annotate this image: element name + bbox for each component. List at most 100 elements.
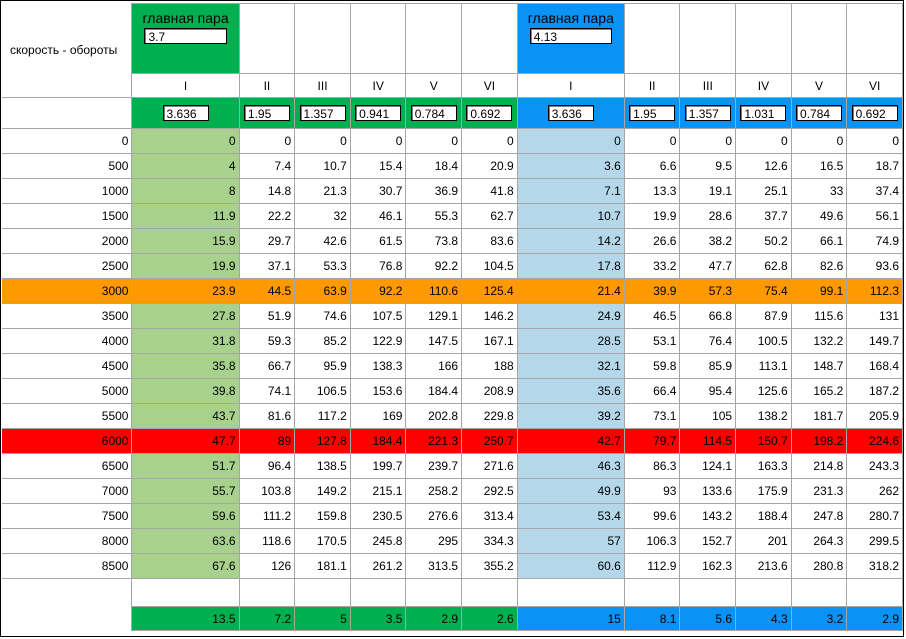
empty-cell	[349, 578, 407, 607]
gear-ratio-input[interactable]: 0.784	[410, 105, 457, 121]
gear-ratio-input[interactable]: 1.031	[740, 105, 787, 121]
rpm-cell: 8000	[2, 528, 133, 554]
final-drive-input[interactable]: 4.13	[529, 28, 612, 44]
main-pair-title: главная пара	[142, 10, 229, 26]
speed-cell: 81.6	[238, 403, 296, 429]
speed-cell: 106.3	[623, 528, 681, 554]
empty-header-cell	[405, 3, 463, 74]
gear-ratio-input[interactable]: 1.95	[629, 105, 676, 121]
empty-cell	[679, 578, 737, 607]
gear-ratio-input[interactable]: 1.95	[243, 105, 290, 121]
speed-cell: 59.3	[238, 328, 296, 354]
speed-cell: 63.6	[131, 528, 240, 554]
speed-cell: 0	[679, 128, 737, 154]
speed-cell: 17.8	[516, 253, 625, 279]
rpm-cell: 4500	[2, 353, 133, 379]
speed-cell: 18.4	[405, 153, 463, 179]
speed-cell: 292.5	[461, 478, 518, 504]
speed-cell: 0	[516, 128, 625, 154]
speed-cell: 27.8	[131, 303, 240, 329]
speed-cell: 231.3	[790, 478, 848, 504]
speed-cell: 26.6	[623, 228, 681, 254]
speed-cell: 199.7	[349, 453, 407, 479]
speed-cell: 184.4	[349, 428, 407, 454]
speed-cell: 92.2	[405, 253, 463, 279]
gear-ratio-input[interactable]: 1.357	[299, 105, 346, 121]
speed-cell: 295	[405, 528, 463, 554]
gear-ratio-cell: 0.784	[405, 97, 463, 129]
speed-cell: 0	[131, 128, 240, 154]
bottom-row: 13.5 7.2 5 3.5 2.9 2.6 15 8.1 5.6 4.3 3.2 2.9	[2, 606, 903, 631]
speed-cell: 0	[461, 128, 518, 154]
rpm-cell: 5000	[2, 378, 133, 404]
speed-cell: 33.2	[623, 253, 681, 279]
speed-cell: 55.3	[405, 203, 463, 229]
speed-cell: 85.2	[294, 328, 351, 354]
table-row: 6500 51.7 96.4 138.5 199.7 239.7 271.6 46.3 86.3…	[2, 453, 903, 479]
table-row: 1000 8 14.8 21.3 30.7 36.9 41.8 7.1 13.3 19.1 25.1…	[2, 178, 903, 204]
speed-cell: 7.1	[516, 178, 625, 204]
speed-cell: 118.6	[238, 528, 296, 554]
gear-ratio-input[interactable]: 0.692	[851, 105, 898, 121]
table-row: 2500 19.9 37.1 53.3 76.8 92.2 104.5 17.8 33.2 47.…	[2, 253, 903, 279]
speed-cell: 239.7	[405, 453, 463, 479]
speed-cell: 245.8	[349, 528, 407, 554]
speed-cell: 22.2	[238, 203, 296, 229]
speed-cell: 14.2	[516, 228, 625, 254]
speed-cell: 167.1	[461, 328, 518, 354]
speed-cell: 122.9	[349, 328, 407, 354]
table-row: 500 4 7.4 10.7 15.4 18.4 20.9 3.6 6.6 9.5 12.6 16.5…	[2, 153, 903, 179]
speed-cell: 82.6	[790, 253, 848, 279]
speed-cell: 76.4	[679, 328, 737, 354]
gear-ratio-input[interactable]: 0.692	[466, 105, 513, 121]
gear-ratio-input[interactable]: 3.636	[162, 105, 209, 121]
empty-cell	[846, 578, 903, 607]
speed-cell: 49.9	[516, 478, 625, 504]
speed-cell: 313.4	[461, 503, 518, 529]
speed-cell: 19.1	[679, 178, 737, 204]
speed-cell: 21.4	[516, 278, 625, 304]
speed-cell: 75.4	[735, 278, 792, 304]
spacer-row	[2, 578, 903, 607]
speed-cell: 39.8	[131, 378, 240, 404]
speed-cell: 87.9	[735, 303, 792, 329]
gear-ratio-input[interactable]: 0.784	[796, 105, 843, 121]
gear-ratio-input[interactable]: 3.636	[547, 105, 594, 121]
speed-cell: 170.5	[294, 528, 351, 554]
empty-header-cell	[679, 3, 737, 74]
speed-cell: 126	[238, 553, 296, 579]
speed-cell: 166	[405, 353, 463, 379]
speed-cell: 42.7	[516, 428, 625, 454]
empty-cell	[623, 578, 681, 607]
speed-cell: 49.6	[790, 203, 848, 229]
speed-cell: 33	[790, 178, 848, 204]
speed-cell: 181.1	[294, 553, 351, 579]
empty-cell	[2, 579, 132, 607]
speed-rpm-table: скорость - обороты главная пара 3.7 главная…	[2, 3, 903, 631]
speed-cell: 76.8	[349, 253, 407, 279]
speed-cell: 198.2	[790, 428, 848, 454]
speed-cell: 213.6	[735, 553, 792, 579]
speed-cell: 99.1	[790, 278, 848, 304]
speed-cell: 74.1	[238, 378, 296, 404]
gear-ratio-input[interactable]: 1.357	[684, 105, 731, 121]
speed-cell: 230.5	[349, 503, 407, 529]
speed-cell: 18.7	[846, 153, 903, 179]
table-row: 7000 55.7 103.8 149.2 215.1 258.2 292.5 49.9 93 1…	[2, 478, 903, 504]
speed-cell: 133.6	[679, 478, 737, 504]
bottom-value-cell: 3.2	[790, 606, 848, 631]
speed-cell: 83.6	[461, 228, 518, 254]
gear-ratio-input[interactable]: 0.941	[355, 105, 402, 121]
speed-cell: 152.7	[679, 528, 737, 554]
final-drive-input[interactable]: 3.7	[144, 28, 227, 44]
speed-cell: 318.2	[846, 553, 903, 579]
speed-cell: 43.7	[131, 403, 240, 429]
gear-row: I II III IV V VI I II III IV V VI	[2, 73, 903, 98]
rpm-cell: 2500	[2, 253, 133, 279]
speed-cell: 50.2	[735, 228, 792, 254]
blue-main-pair-header: главная пара 4.13	[516, 3, 625, 74]
bottom-value-cell: 13.5	[131, 606, 240, 631]
empty-header-cell	[623, 3, 681, 74]
speed-cell: 262	[846, 478, 903, 504]
table-row: 8000 63.6 118.6 170.5 245.8 295 334.3 57 106.3 15…	[2, 528, 903, 554]
